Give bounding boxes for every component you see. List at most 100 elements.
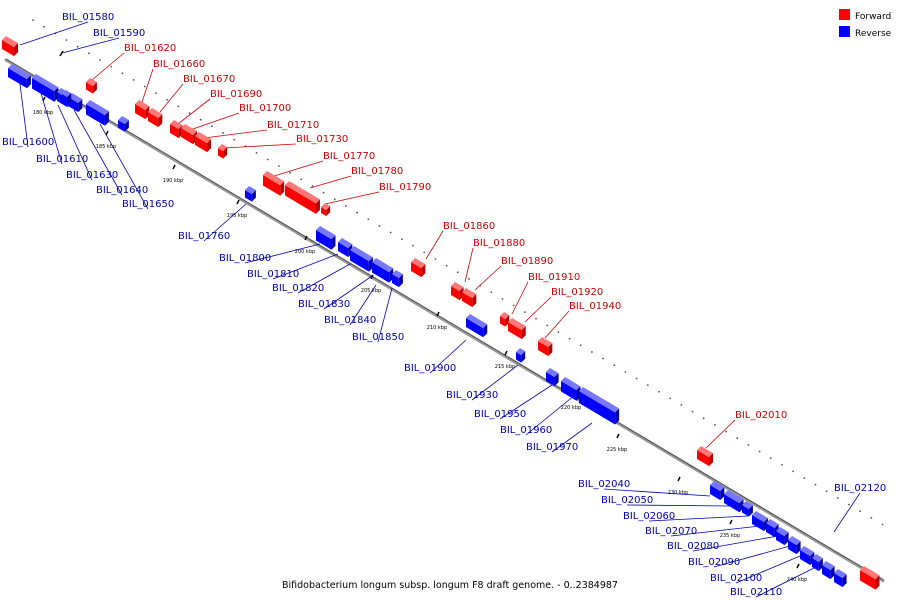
track-dot: [825, 490, 828, 493]
gene-BIL_01940-side: [548, 343, 553, 357]
track-dot: [400, 238, 403, 241]
gene-BIL_01940-face: [538, 341, 549, 357]
track-dot: [591, 351, 593, 353]
leader-BIL_01970: [551, 422, 593, 453]
label-BIL_02050: BIL_02050: [601, 495, 653, 506]
gene-BIL_01840: [392, 270, 403, 288]
leader-BIL_01940: [544, 310, 570, 339]
label-BIL_02060: BIL_02060: [623, 511, 675, 522]
gene-BIL_01810-top: [338, 238, 353, 249]
leader-BIL_01710: [203, 129, 268, 139]
gene-BIL_01830-top: [372, 258, 394, 273]
gene-BIL_01900-face: [516, 352, 522, 363]
gene-BIL_02070-top: [766, 519, 779, 529]
gene-BIL_01880-face: [451, 286, 460, 301]
track-dot: [769, 457, 772, 460]
gene-BIL_02010-top: [710, 481, 725, 492]
gene-BIL_02090-face: [788, 540, 797, 555]
label-BIL_02070: BIL_02070: [645, 526, 697, 537]
gene-BIL_01600: [8, 64, 31, 89]
label-BIL_01920: BIL_01920: [551, 287, 603, 298]
label-BIL_01800: BIL_01800: [219, 253, 271, 264]
label-BIL_01960: BIL_01960: [500, 425, 552, 436]
leader-BIL_01790: [324, 191, 380, 205]
legend-reverse-swatch: [839, 26, 850, 37]
gene-BIL_01840-face: [392, 274, 399, 288]
label-BIL_01700: BIL_01700: [239, 103, 291, 114]
label-BIL_01600: BIL_01600: [2, 137, 54, 148]
leader-BIL_01700: [189, 112, 240, 131]
label-BIL_02080: BIL_02080: [667, 541, 719, 552]
gene-BIL_01640-side: [78, 99, 83, 113]
gene-BIL_01610-top: [32, 74, 59, 92]
gene-BIL_02100-face: [800, 550, 811, 566]
track-dot: [199, 118, 202, 121]
track-dot: [568, 337, 571, 340]
track-dot: [602, 357, 604, 360]
gene-BIL_01770-face: [263, 175, 281, 196]
gene-feature-face: [118, 120, 125, 132]
gene-BIL_01970-top: [697, 446, 714, 458]
gene-BIL_02050: [742, 501, 753, 517]
gene-BIL_01900: [516, 348, 526, 363]
gene-BIL_01910-face: [500, 316, 506, 327]
gene-BIL_01900-side: [521, 351, 526, 363]
track-dot: [702, 417, 705, 420]
leader-BIL_01590: [61, 37, 120, 54]
label-BIL_01630: BIL_01630: [66, 170, 118, 181]
gene-BIL_02120-face: [860, 570, 876, 590]
leader-BIL_01910: [511, 281, 529, 315]
tick-label: 215 kbp: [495, 364, 515, 370]
tick-mark: [677, 476, 681, 482]
label-BIL_02110: BIL_02110: [730, 587, 782, 598]
tick-mark: [236, 199, 240, 205]
gene-BIL_01880-top: [451, 282, 464, 292]
label-BIL_01590: BIL_01590: [93, 28, 145, 39]
gene-BIL_01890: [462, 288, 477, 308]
track-dot: [501, 297, 504, 300]
track-dot: [32, 19, 34, 22]
track-dot: [389, 231, 392, 234]
track-dot: [166, 98, 169, 101]
leader-BIL_01650: [99, 123, 149, 210]
label-BIL_02100: BIL_02100: [710, 573, 762, 584]
gene-BIL_01970-side: [709, 453, 714, 467]
leader-BIL_01580: [19, 21, 89, 46]
gene-features: [2, 36, 880, 590]
gene-BIL_01640-top: [68, 93, 83, 104]
gene-BIL_02090-top: [788, 536, 801, 546]
leader-BIL_01930: [471, 364, 519, 401]
leader-BIL_02050: [626, 504, 731, 507]
leader-BIL_02090: [713, 545, 791, 568]
gene-BIL_01920-face: [508, 322, 522, 340]
gene-BIL_02060-face: [752, 515, 765, 532]
label-BIL_01850: BIL_01850: [352, 332, 404, 343]
gene-feature-side: [67, 93, 72, 105]
track-dot: [870, 516, 873, 519]
tick-marks: 180 kbp 185 kbp 190 kbp 195 kbp 200 kbp 205 k…: [33, 96, 807, 583]
gene-BIL_01780-top: [285, 181, 320, 204]
track-dot: [255, 151, 258, 154]
leader-BIL_01960: [525, 394, 576, 436]
gene-BIL_01690: [170, 120, 183, 139]
track-dot: [412, 244, 414, 247]
gene-feature-side: [124, 120, 129, 132]
gene-BIL_02040-face: [724, 494, 740, 513]
label-BIL_01610: BIL_01610: [36, 154, 88, 165]
gene-BIL_01690-top: [170, 120, 183, 130]
gene-BIL_02010: [710, 481, 725, 501]
label-BIL_01970: BIL_01970: [526, 442, 578, 453]
tick-label: 200 kbp: [295, 249, 315, 255]
gene-BIL_01670: [148, 108, 163, 128]
gene-BIL_02090: [788, 536, 801, 555]
legend-forward-label: Forward: [855, 12, 891, 22]
label-BIL_01620: BIL_01620: [124, 43, 176, 54]
track-dot: [680, 404, 683, 406]
gene-feature-face: [62, 94, 68, 105]
gene-BIL_02040-top: [724, 490, 744, 504]
track-dot: [836, 497, 839, 499]
label-BIL_01770: BIL_01770: [323, 151, 375, 162]
label-BIL_01790: BIL_01790: [379, 182, 431, 193]
leader-BIL_01920: [524, 296, 552, 323]
leader-BIL_02110: [755, 565, 819, 598]
